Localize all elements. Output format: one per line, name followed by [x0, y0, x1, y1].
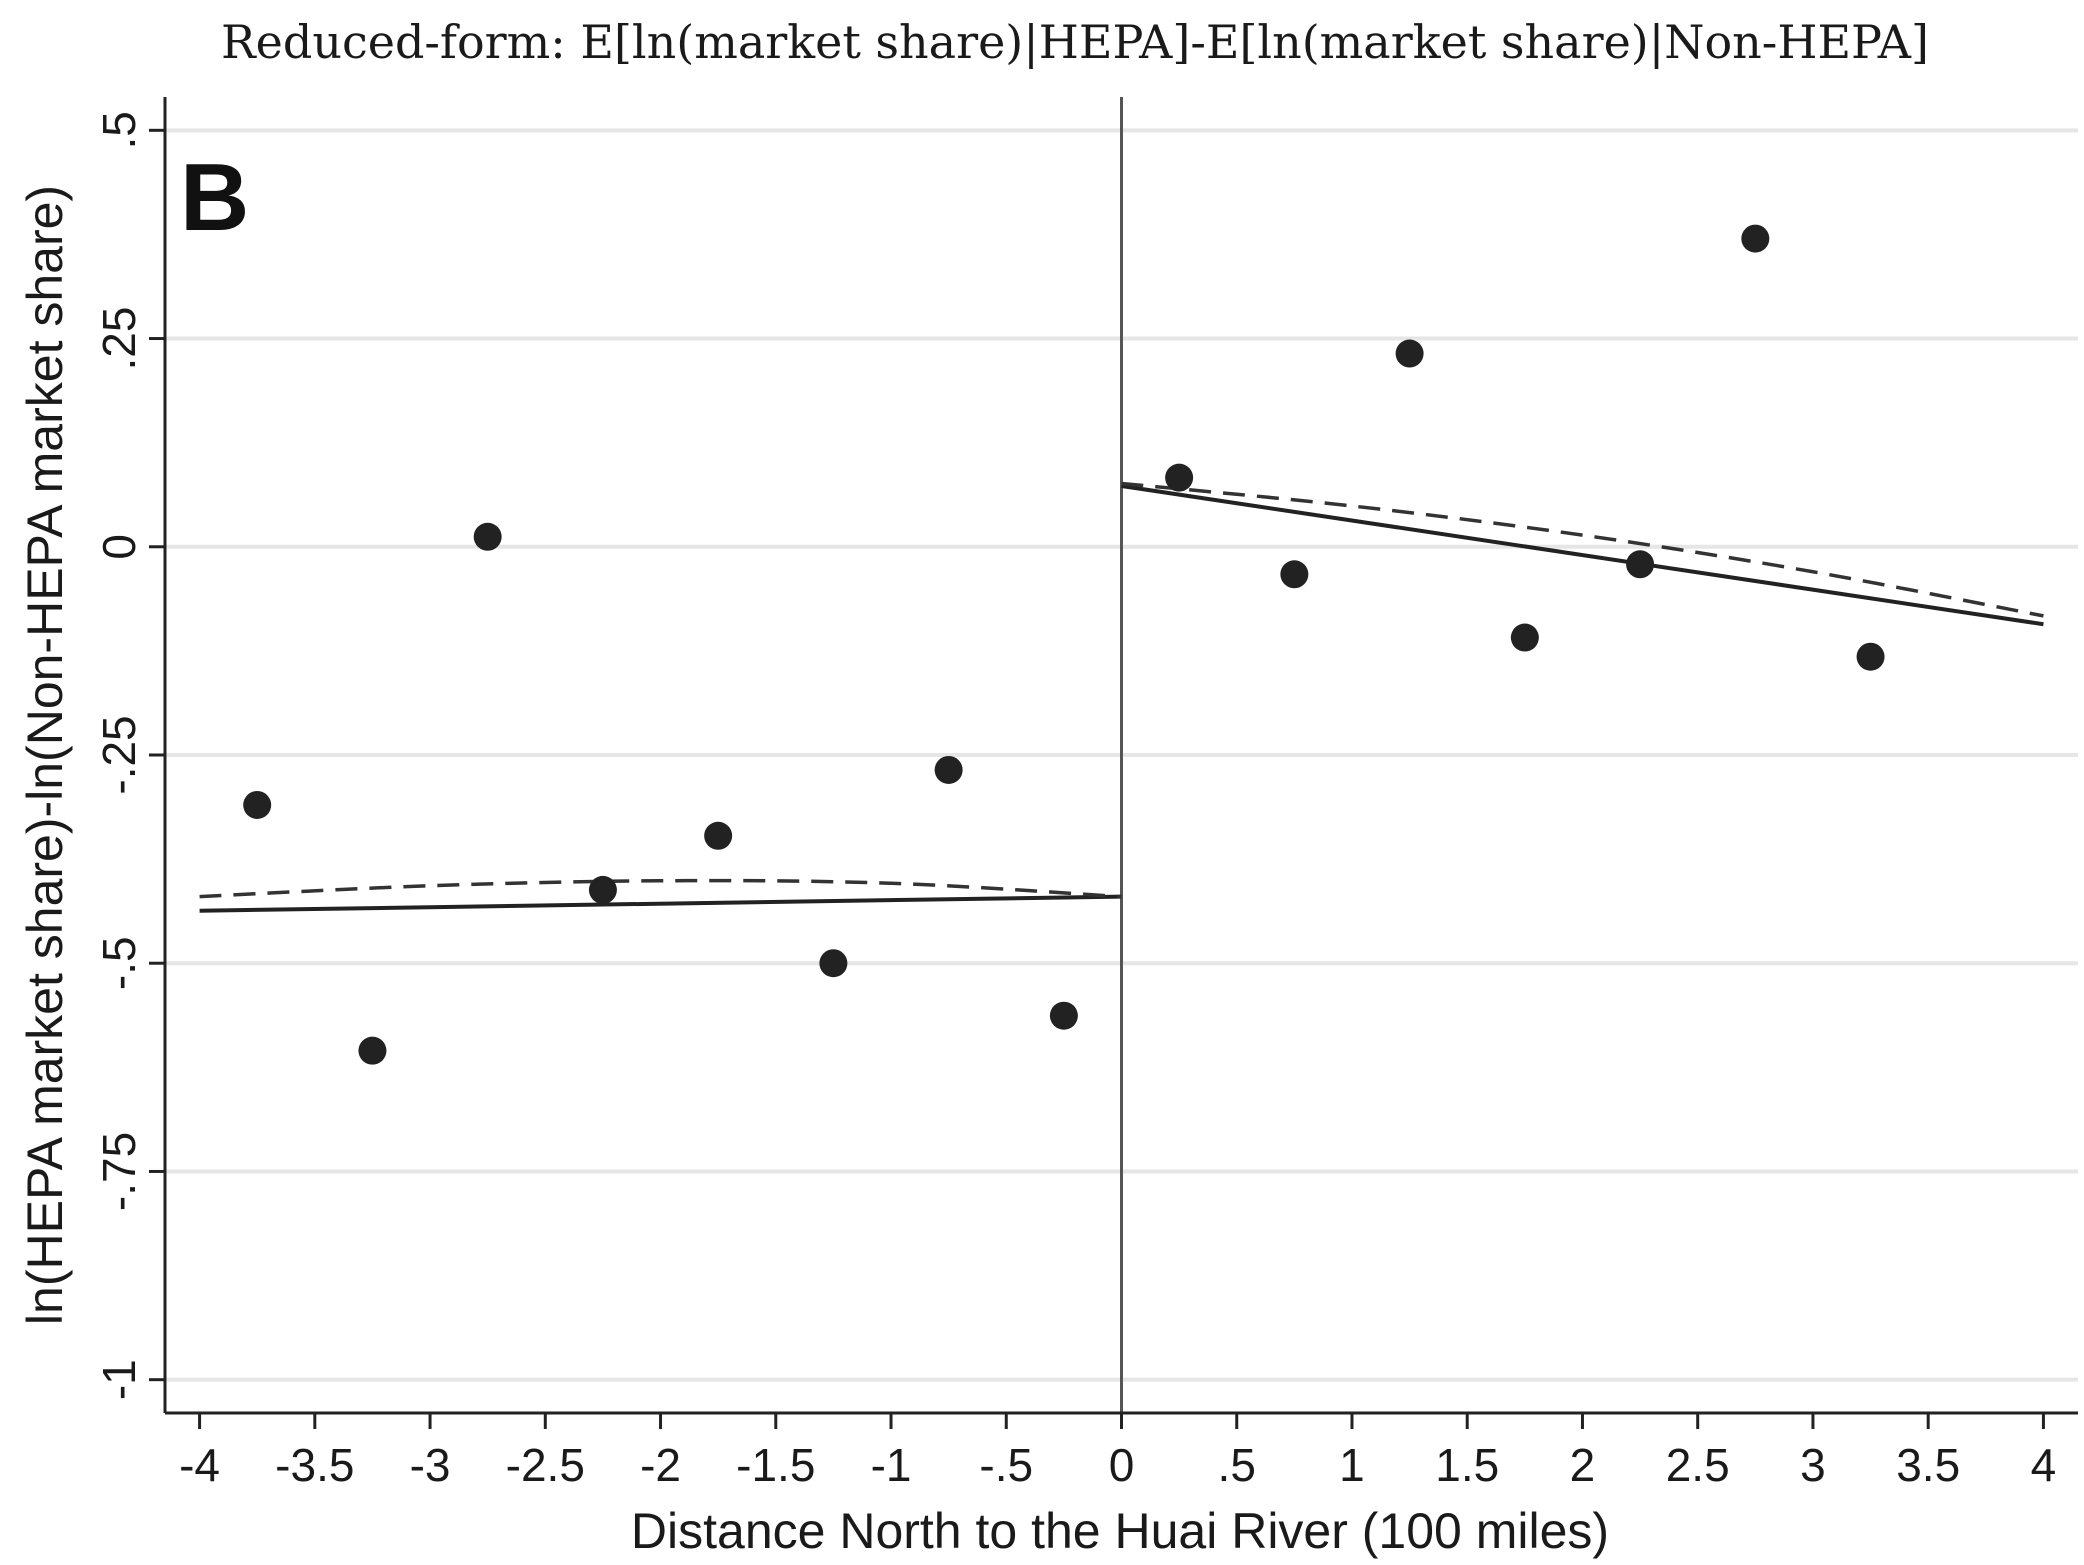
x-tick-label: 1	[1339, 1439, 1365, 1491]
x-tick-label: -1	[871, 1439, 912, 1491]
y-tick-label: 0	[93, 534, 145, 560]
data-point	[1165, 463, 1194, 492]
y-tick-label: .5	[93, 111, 145, 149]
panel-label: B	[180, 144, 249, 251]
y-axis-ticks: .5 .25 0 -.25 -.5 -.75 -1	[93, 111, 165, 1400]
fit-line-dashed	[199, 878, 1122, 899]
x-tick-label: -3.5	[275, 1439, 354, 1491]
x-tick-label: -4	[179, 1439, 220, 1491]
data-point	[1856, 642, 1885, 671]
y-tick-label: -1	[93, 1359, 145, 1400]
x-axis-ticks: -4 -3.5 -3 -2.5 -2 -1.5 -1 -.5 0 .5 1 1.5 2 2.5 3 3.5 4	[179, 1413, 2056, 1491]
x-tick-label: -1.5	[736, 1439, 815, 1491]
fit-line-solid	[199, 894, 1122, 913]
y-tick-label: -.25	[93, 715, 145, 794]
y-tick-label: -.5	[93, 936, 145, 990]
data-point	[934, 755, 963, 784]
data-point	[473, 522, 502, 551]
chart-title: Reduced-form: E[ln(market share)|HEPA]-E…	[221, 15, 1929, 69]
x-tick-label: 0	[1109, 1439, 1135, 1491]
x-tick-label: -.5	[979, 1439, 1033, 1491]
data-point	[588, 875, 617, 904]
data-point	[1626, 550, 1655, 579]
fit-lines	[199, 481, 2044, 913]
x-tick-label: 1.5	[1435, 1439, 1499, 1491]
x-tick-label: -3	[410, 1439, 451, 1491]
x-tick-label: -2.5	[506, 1439, 585, 1491]
data-point	[1741, 224, 1770, 253]
x-tick-label: 3	[1800, 1439, 1826, 1491]
data-points	[243, 224, 1885, 1065]
y-axis-label: ln(HEPA market share)-ln(Non-HEPA market…	[17, 185, 73, 1325]
data-point	[358, 1036, 387, 1065]
x-tick-label: -2	[640, 1439, 681, 1491]
x-axis-label: Distance North to the Huai River (100 mi…	[631, 1503, 1609, 1559]
fit-line-solid	[1121, 483, 2044, 627]
data-point	[1395, 339, 1424, 368]
y-tick-label: -.75	[93, 1132, 145, 1211]
y-tick-label: .25	[93, 307, 145, 371]
x-tick-label: 2	[1570, 1439, 1596, 1491]
data-point	[1510, 623, 1539, 652]
data-point	[1280, 560, 1309, 589]
data-point	[243, 790, 272, 819]
data-point	[819, 949, 848, 978]
x-tick-label: 3.5	[1896, 1439, 1960, 1491]
data-point	[704, 821, 733, 850]
data-point	[1049, 1001, 1078, 1030]
x-tick-label: 2.5	[1666, 1439, 1730, 1491]
fit-line-dashed	[1121, 481, 2044, 618]
x-tick-label: .5	[1218, 1439, 1256, 1491]
x-tick-label: 4	[2031, 1439, 2057, 1491]
